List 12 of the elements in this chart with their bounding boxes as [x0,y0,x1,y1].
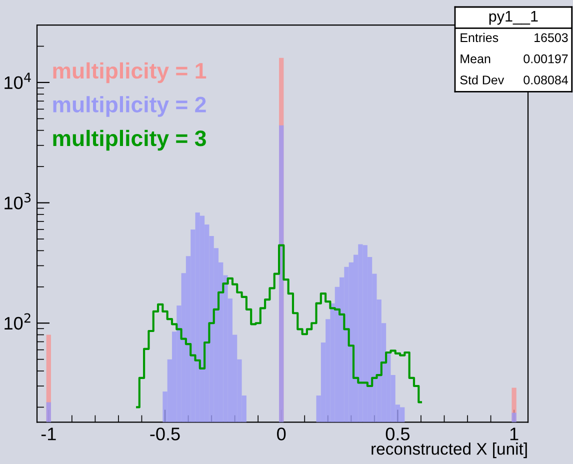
text: multiplicity = 1 [53,62,206,84]
x-tick-label: 0.5 [386,428,410,440]
y-tick-label: 10$^{4}$ [4,72,31,90]
x-tick-label: -0.5 [150,428,180,440]
x-tick-label: -1 [41,428,56,440]
x-tick-label: 0 [277,428,286,440]
y-tick-label: 10$^{2}$ [4,313,30,330]
x-tick-label: 1 [510,428,518,440]
text: multiplicity = 2 [53,96,206,117]
text: multiplicity = 3 [53,130,206,151]
x-axis-title: reconstructed X [unit] [372,442,527,458]
y-tick-label: 10$^{3}$ [4,192,31,210]
